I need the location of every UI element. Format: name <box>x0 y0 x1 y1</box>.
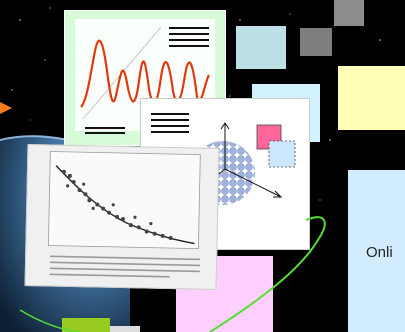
pale-blue-panel <box>348 170 405 332</box>
panel-label: Onli <box>366 244 393 261</box>
yellow-tile <box>338 66 405 130</box>
light-blue-tile <box>236 26 286 69</box>
scatter-plot-icon <box>47 151 201 278</box>
gray-tile-top <box>334 0 364 26</box>
scatter-plot-card <box>24 144 220 290</box>
white-tile <box>110 326 140 332</box>
orange-arrow-icon <box>0 102 12 114</box>
green-tile <box>62 318 110 332</box>
gray-tile <box>300 28 332 56</box>
